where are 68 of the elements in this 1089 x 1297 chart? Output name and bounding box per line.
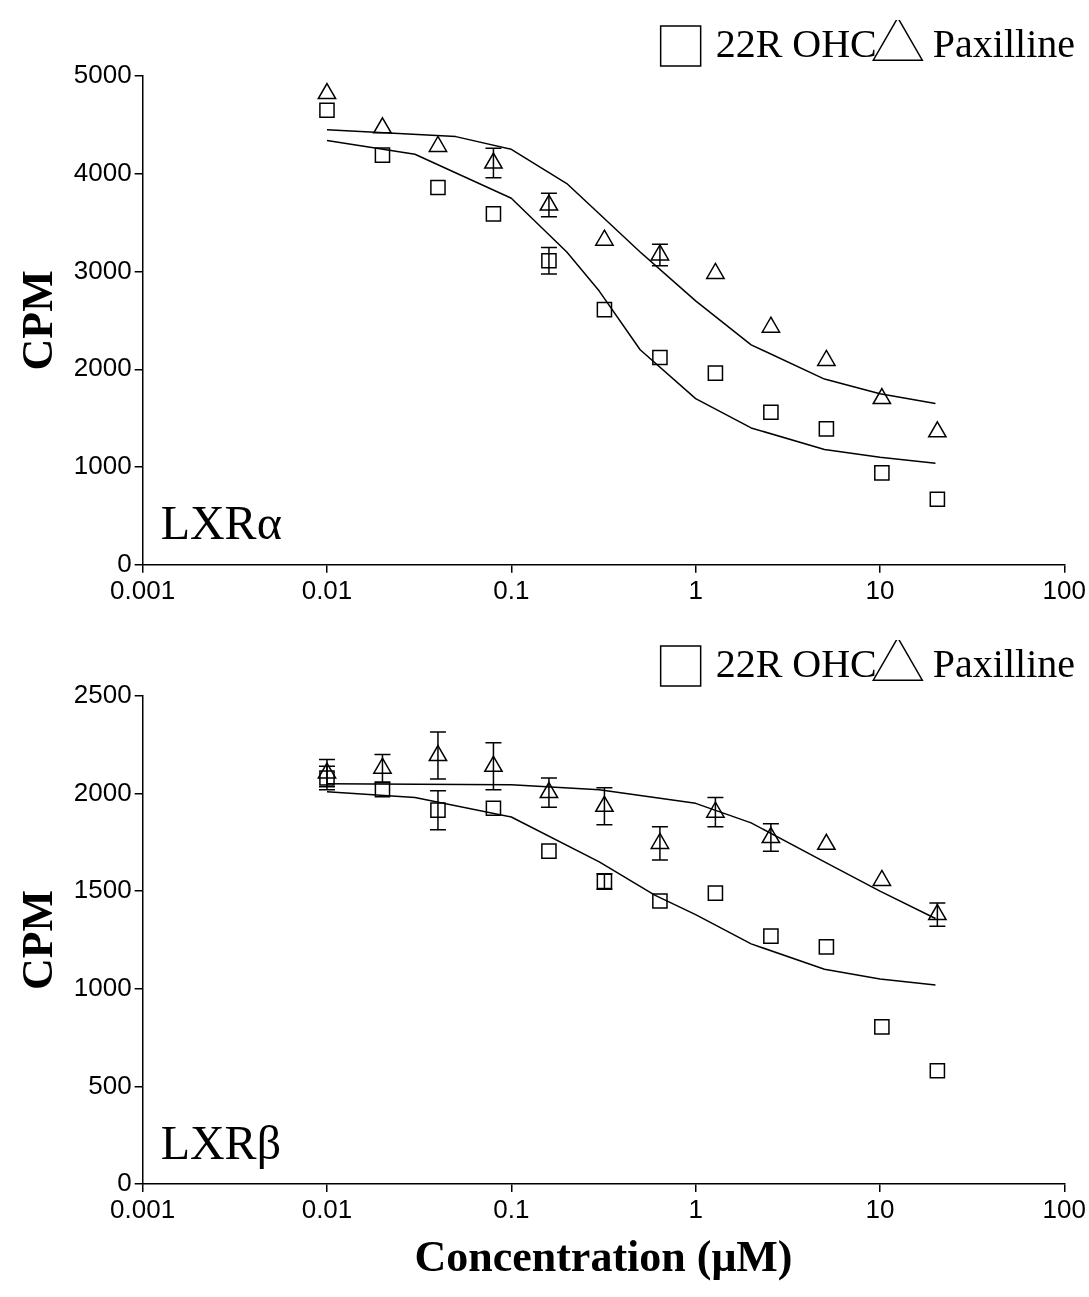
point [650,244,670,261]
point [596,301,613,318]
x-tick-label: 1 [688,1193,703,1224]
x-tick-label: 0.1 [493,1193,530,1224]
x-tick-label: 0.1 [493,574,530,605]
point [485,206,502,222]
point [763,928,779,944]
x-tick-label: 1 [688,574,703,605]
legend-label: 22R OHC [715,20,877,66]
legend-label: Paxilline [932,640,1076,686]
y-tick-label: 2500 [73,679,132,710]
x-tick-label: 10 [865,574,895,605]
x-tick-label: 0.01 [301,1193,353,1224]
point [428,744,448,762]
x-tick-label: 10 [865,1193,895,1224]
point [927,903,947,921]
y-tick-label: 4000 [73,156,132,187]
point [816,349,836,367]
point [430,179,446,196]
point [541,843,557,860]
point [874,465,890,481]
y-tick-label: 5000 [73,59,132,90]
point [761,316,781,333]
point [484,152,503,169]
point [595,229,614,246]
y-tick-label: 1500 [73,874,132,905]
point [816,833,836,851]
point [929,491,946,508]
point [761,826,781,844]
y-tick-label: 2000 [73,776,132,807]
point [874,1019,890,1035]
point [707,885,724,901]
legend-label: 22R OHC [715,640,877,686]
y-tick-label: 3000 [73,254,132,285]
x-tick-label: 0.01 [301,574,353,605]
x-axis-title: Concentration (μM) [414,1231,793,1281]
point [652,893,668,909]
point [373,117,392,134]
point [484,755,503,773]
point [650,832,670,850]
y-axis-title: CPM [12,270,62,371]
y-tick-label: 500 [88,1069,132,1100]
y-axis-title: CPM [12,889,62,991]
point [539,194,559,211]
point [539,781,559,799]
x-tick-label: 100 [1042,1193,1087,1224]
y-tick-label: 1000 [73,971,132,1002]
point [541,252,557,269]
point [818,939,835,955]
y-tick-label: 2000 [73,352,132,383]
point [428,135,448,153]
point [929,1062,946,1079]
point [705,801,725,818]
x-tick-label: 100 [1042,574,1087,605]
y-tick-label: 1000 [73,450,132,481]
point [705,262,725,280]
annotation: LXRα [160,496,282,550]
point [317,82,337,100]
point [317,762,337,779]
point [707,365,724,382]
legend-label: Paxilline [932,20,1076,66]
point [763,404,779,421]
point [652,349,668,366]
point [373,757,392,774]
point [818,421,835,437]
annotation: LXRβ [160,1115,282,1169]
point [872,869,892,887]
point [595,795,614,813]
